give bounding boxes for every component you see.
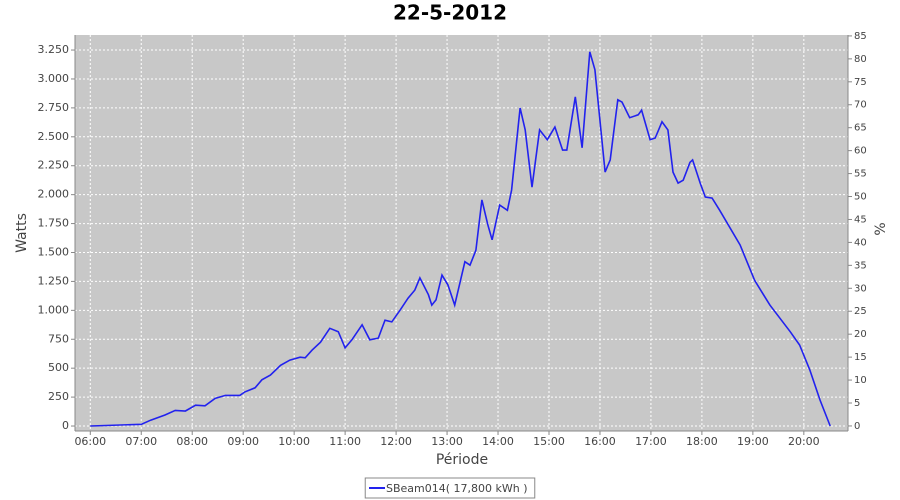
y-tick-label: 500 [48,361,69,374]
legend-box [364,477,536,499]
x-tick-label: 16:00 [584,435,616,448]
y2-tick-label: 55 [854,169,867,180]
y2-tick-label: 0 [854,421,860,432]
y2-tick-label: 5 [854,398,860,409]
y-tick-label: 3.000 [38,72,70,85]
y-tick-label: 1.250 [38,274,70,287]
x-tick-label: 17:00 [635,435,667,448]
x-tick-label: 15:00 [533,435,565,448]
y-tick-label: 2.500 [38,130,70,143]
y-tick-label: 0 [62,419,69,432]
x-tick-label: 10:00 [278,435,310,448]
y2-tick-label: 45 [854,214,867,225]
x-axis-label: Période [436,452,488,468]
y2-tick-label: 20 [854,329,867,340]
y-tick-label: 1.500 [38,245,70,258]
y2-tick-label: 75 [854,77,867,88]
x-tick-label: 07:00 [125,435,157,448]
y2-tick-label: 50 [854,192,867,203]
x-tick-label: 18:00 [686,435,718,448]
y-tick-label: 3.250 [38,43,70,56]
y2-tick-label: 30 [854,283,867,294]
y2-tick-label: 80 [854,54,867,65]
x-tick-label: 12:00 [380,435,412,448]
x-tick-label: 06:00 [74,435,106,448]
y-tick-label: 1.000 [38,303,70,316]
x-tick-label: 19:00 [737,435,769,448]
x-tick-label: 08:00 [176,435,208,448]
y-tick-label: 250 [48,390,69,403]
x-tick-label: 14:00 [482,435,514,448]
y2-tick-label: 60 [854,146,867,157]
y-tick-label: 750 [48,332,69,345]
y-tick-label: 1.750 [38,217,70,230]
y2-axis-label: % [873,222,889,235]
chart-title: 22-5-2012 [393,1,507,25]
y2-tick-label: 65 [854,123,867,134]
y2-tick-label: 10 [854,375,867,386]
x-tick-label: 11:00 [329,435,361,448]
y2-tick-label: 35 [854,260,867,271]
x-tick-label: 20:00 [788,435,820,448]
plot-area [75,35,848,431]
y2-tick-label: 40 [854,237,867,248]
y-tick-label: 2.750 [38,101,70,114]
y-axis-label: Watts [14,213,30,253]
y2-tick-label: 70 [854,100,867,111]
x-tick-label: 13:00 [431,435,463,448]
y2-tick-label: 25 [854,306,867,317]
series-line [90,51,831,427]
legend-label: SBeam014( 17,800 kWh ) [386,482,528,495]
y-tick-label: 2.250 [38,159,70,172]
y2-tick-label: 15 [854,352,867,363]
y-tick-label: 2.000 [38,188,70,201]
y2-tick-label: 85 [854,31,867,42]
x-tick-label: 09:00 [227,435,259,448]
